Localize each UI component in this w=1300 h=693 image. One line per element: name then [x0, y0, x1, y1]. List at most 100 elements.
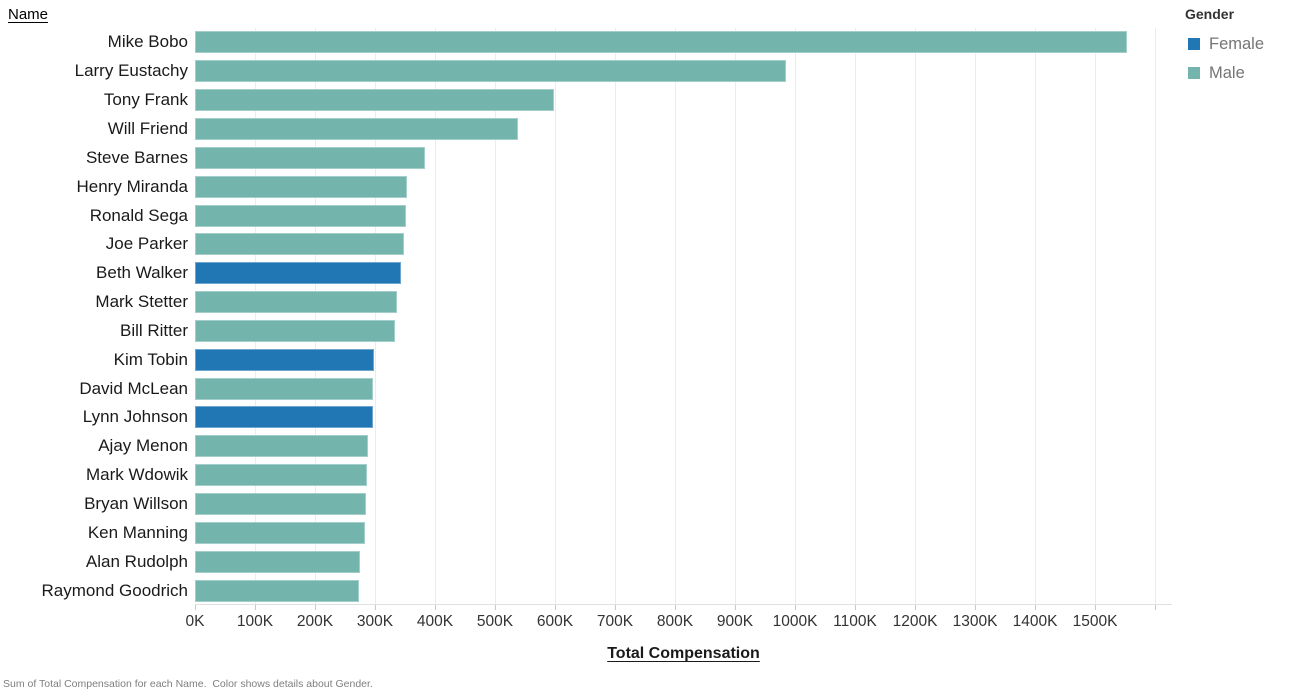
row-label[interactable]: Steve Barnes: [85, 147, 188, 167]
bar[interactable]: [195, 521, 365, 544]
row-label[interactable]: Will Friend: [107, 118, 188, 138]
gridline: [1035, 28, 1036, 604]
bar[interactable]: [195, 493, 366, 516]
gridline: [615, 28, 616, 604]
bar[interactable]: [195, 550, 360, 573]
bar[interactable]: [195, 348, 374, 371]
tick-label: 900K: [716, 613, 754, 630]
tick-mark: [495, 605, 496, 610]
tick-mark: [735, 605, 736, 610]
x-axis: 0K 100K 200K 300K 400K 500K 600K 700K 800K 900K 10…: [186, 605, 1172, 645]
bar[interactable]: [195, 233, 404, 256]
bar[interactable]: [195, 435, 369, 458]
tick-mark: [675, 605, 676, 610]
legend-item-male[interactable]: Male: [1185, 62, 1297, 84]
tick-mark: [555, 605, 556, 610]
bar[interactable]: [195, 464, 367, 487]
row-field-header: Name: [8, 6, 49, 23]
bar[interactable]: [195, 31, 1127, 54]
bar[interactable]: [195, 406, 374, 429]
row-label[interactable]: Tony Frank: [103, 90, 188, 110]
gridline: [435, 28, 436, 604]
tick-label: 1000K: [772, 613, 818, 630]
row-label[interactable]: Ken Manning: [87, 522, 188, 542]
bar[interactable]: [195, 262, 401, 285]
row-label[interactable]: Beth Walker: [96, 263, 188, 283]
row-label[interactable]: Ronald Sega: [89, 205, 188, 225]
tick-label: 400K: [416, 613, 454, 630]
tick-label: 1500K: [1072, 613, 1118, 630]
tick-label: 500K: [476, 613, 514, 630]
tick-mark: [195, 605, 196, 610]
x-axis-title: Total Compensation: [195, 645, 1172, 663]
row-label[interactable]: Larry Eustachy: [74, 61, 188, 81]
legend-item-label: Female: [1209, 34, 1265, 53]
legend-swatch-icon: [1188, 67, 1200, 79]
row-label[interactable]: Henry Miranda: [76, 176, 189, 196]
tick-label: 800K: [656, 613, 694, 630]
row-label[interactable]: Bill Ritter: [119, 320, 188, 340]
tick-mark: [855, 605, 856, 610]
bar[interactable]: [195, 89, 555, 112]
row-label[interactable]: Mike Bobo: [107, 32, 188, 52]
caption: Sum of Total Compensation for each Name.…: [3, 678, 373, 690]
gridline: [795, 28, 796, 604]
tick-mark: [315, 605, 316, 610]
bar[interactable]: [195, 175, 407, 198]
gridline: [495, 28, 496, 604]
row-label[interactable]: Bryan Willson: [84, 494, 188, 514]
tick-label: 1200K: [892, 613, 938, 630]
tick-mark: [975, 605, 976, 610]
bar[interactable]: [195, 319, 396, 342]
tick-mark: [1155, 605, 1156, 610]
legend-title: Gender: [1185, 6, 1235, 22]
bar[interactable]: [195, 146, 425, 169]
row-label[interactable]: Lynn Johnson: [82, 407, 188, 427]
row-label[interactable]: Mark Stetter: [95, 292, 188, 312]
row-label[interactable]: Mark Wdowik: [85, 465, 188, 485]
bar[interactable]: [195, 204, 406, 227]
tick-label: 0K: [185, 613, 205, 630]
x-axis-title-text: Total Compensation: [607, 645, 760, 662]
bar[interactable]: [195, 377, 374, 400]
gridline: [915, 28, 916, 604]
row-label[interactable]: Raymond Goodrich: [41, 580, 188, 600]
row-label[interactable]: Joe Parker: [105, 234, 188, 254]
tick-mark: [435, 605, 436, 610]
tick-mark: [255, 605, 256, 610]
tick-label: 100K: [236, 613, 274, 630]
gridline: [315, 28, 316, 604]
gridline: [1155, 28, 1156, 604]
gridline: [375, 28, 376, 604]
tick-label: 200K: [296, 613, 334, 630]
tick-label: 1400K: [1012, 613, 1058, 630]
row-label[interactable]: Alan Rudolph: [85, 551, 188, 571]
tick-mark: [375, 605, 376, 610]
row-label[interactable]: David McLean: [79, 378, 188, 398]
legend-swatch-icon: [1188, 38, 1200, 50]
bar[interactable]: [195, 291, 397, 314]
tick-mark: [1095, 605, 1096, 610]
bar[interactable]: [195, 117, 519, 140]
gridline: [255, 28, 256, 604]
tick-mark: [615, 605, 616, 610]
gender-legend: Gender Female Male: [1185, 6, 1297, 91]
tick-label: 300K: [356, 613, 394, 630]
bar[interactable]: [195, 60, 786, 83]
tick-label: 1100K: [833, 613, 877, 630]
gridline: [735, 28, 736, 604]
tick-label: 700K: [596, 613, 634, 630]
tick-mark: [1035, 605, 1036, 610]
tick-label: 600K: [536, 613, 574, 630]
gridline: [555, 28, 556, 604]
bar[interactable]: [195, 579, 360, 602]
legend-item-label: Male: [1209, 63, 1245, 82]
gridline: [975, 28, 976, 604]
tick-label: 1300K: [952, 613, 998, 630]
row-label[interactable]: Ajay Menon: [98, 436, 188, 456]
tick-mark: [915, 605, 916, 610]
row-label[interactable]: Kim Tobin: [113, 349, 188, 369]
legend-item-female[interactable]: Female: [1185, 33, 1297, 55]
tick-mark: [795, 605, 796, 610]
